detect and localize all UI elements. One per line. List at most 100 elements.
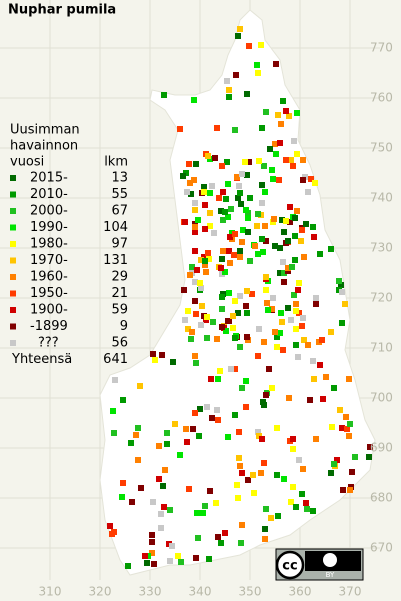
observation-square (182, 317, 188, 323)
observation-square (262, 536, 268, 542)
observation-square (234, 482, 240, 488)
observation-square (278, 121, 284, 127)
observation-square (346, 433, 352, 439)
observation-square (329, 424, 335, 430)
legend-swatch (10, 208, 16, 214)
observation-square (275, 112, 281, 118)
legend-label: 1960- (30, 270, 68, 285)
legend-swatch (10, 340, 16, 346)
observation-square (271, 216, 277, 222)
observation-square (235, 310, 241, 316)
observation-square (283, 157, 289, 163)
observation-square (230, 325, 236, 331)
observation-square (245, 229, 251, 235)
observation-square (337, 407, 343, 413)
observation-square (292, 257, 298, 263)
observation-square (197, 406, 203, 412)
observation-square (192, 279, 198, 285)
observation-square (225, 434, 231, 440)
observation-square (219, 163, 225, 169)
observation-square (235, 495, 241, 501)
legend-count: 97 (111, 237, 128, 252)
observation-square (295, 287, 301, 293)
legend-label: -1899 (30, 319, 68, 334)
observation-square (281, 279, 287, 285)
observation-squares (107, 26, 373, 569)
observation-square (300, 177, 306, 183)
legend-swatch (10, 224, 16, 231)
observation-square (313, 301, 319, 307)
observation-square (112, 377, 118, 383)
observation-square (299, 227, 305, 233)
observation-square (237, 463, 243, 469)
y-axis-label: 670 (370, 541, 393, 555)
observation-square (272, 329, 278, 335)
observation-square (313, 295, 319, 301)
observation-square (214, 125, 220, 131)
y-axis-label: 750 (370, 141, 393, 155)
observation-square (191, 177, 197, 183)
observation-square (260, 249, 266, 255)
observation-square (308, 176, 314, 182)
observation-square (218, 208, 224, 214)
observation-square (250, 472, 256, 478)
observation-square (192, 200, 198, 206)
observation-square (243, 303, 249, 309)
observation-square (303, 500, 309, 506)
legend-swatch (10, 257, 16, 264)
legend-swatch (10, 323, 16, 330)
observation-square (215, 534, 221, 540)
observation-square (235, 33, 241, 39)
observation-square (255, 251, 261, 257)
legend-label: 1990- (30, 220, 68, 235)
legend-label: 2000- (30, 204, 68, 219)
observation-square (334, 457, 340, 463)
observation-square (119, 494, 125, 500)
observation-square (290, 484, 296, 490)
observation-square (319, 337, 325, 343)
observation-square (366, 454, 372, 460)
observation-square (198, 322, 204, 328)
observation-square (211, 230, 217, 236)
legend-count: 55 (111, 187, 128, 202)
observation-square (193, 311, 199, 317)
observation-square (313, 436, 319, 442)
observation-square (204, 314, 210, 320)
legend-swatch (10, 307, 16, 313)
observation-square (206, 256, 212, 262)
observation-square (285, 238, 291, 244)
observation-square (347, 421, 353, 427)
observation-square (278, 310, 284, 316)
observation-square (189, 329, 195, 335)
x-axis-label: 370 (339, 585, 362, 599)
by-text: BY (326, 571, 335, 579)
observation-square (170, 359, 176, 365)
observation-square (192, 229, 198, 235)
observation-square (216, 195, 222, 201)
observation-square (339, 425, 345, 431)
observation-square (272, 243, 278, 249)
observation-square (299, 491, 305, 497)
observation-square (263, 109, 269, 115)
observation-square (188, 336, 194, 342)
observation-square (263, 506, 269, 512)
observation-square (293, 504, 299, 510)
observation-square (237, 248, 243, 254)
observation-square (310, 224, 316, 230)
observation-square (287, 219, 293, 225)
by-icon (323, 553, 337, 567)
observation-square (192, 224, 198, 230)
observation-square (340, 487, 346, 493)
observation-square (259, 200, 265, 206)
observation-square (311, 234, 317, 240)
y-axis-label: 760 (370, 91, 393, 105)
observation-square (277, 140, 283, 146)
observation-square (205, 153, 211, 159)
observation-square (212, 155, 218, 161)
observation-square (246, 159, 252, 165)
observation-square (151, 561, 157, 567)
observation-square (293, 342, 299, 348)
observation-square (202, 503, 208, 509)
